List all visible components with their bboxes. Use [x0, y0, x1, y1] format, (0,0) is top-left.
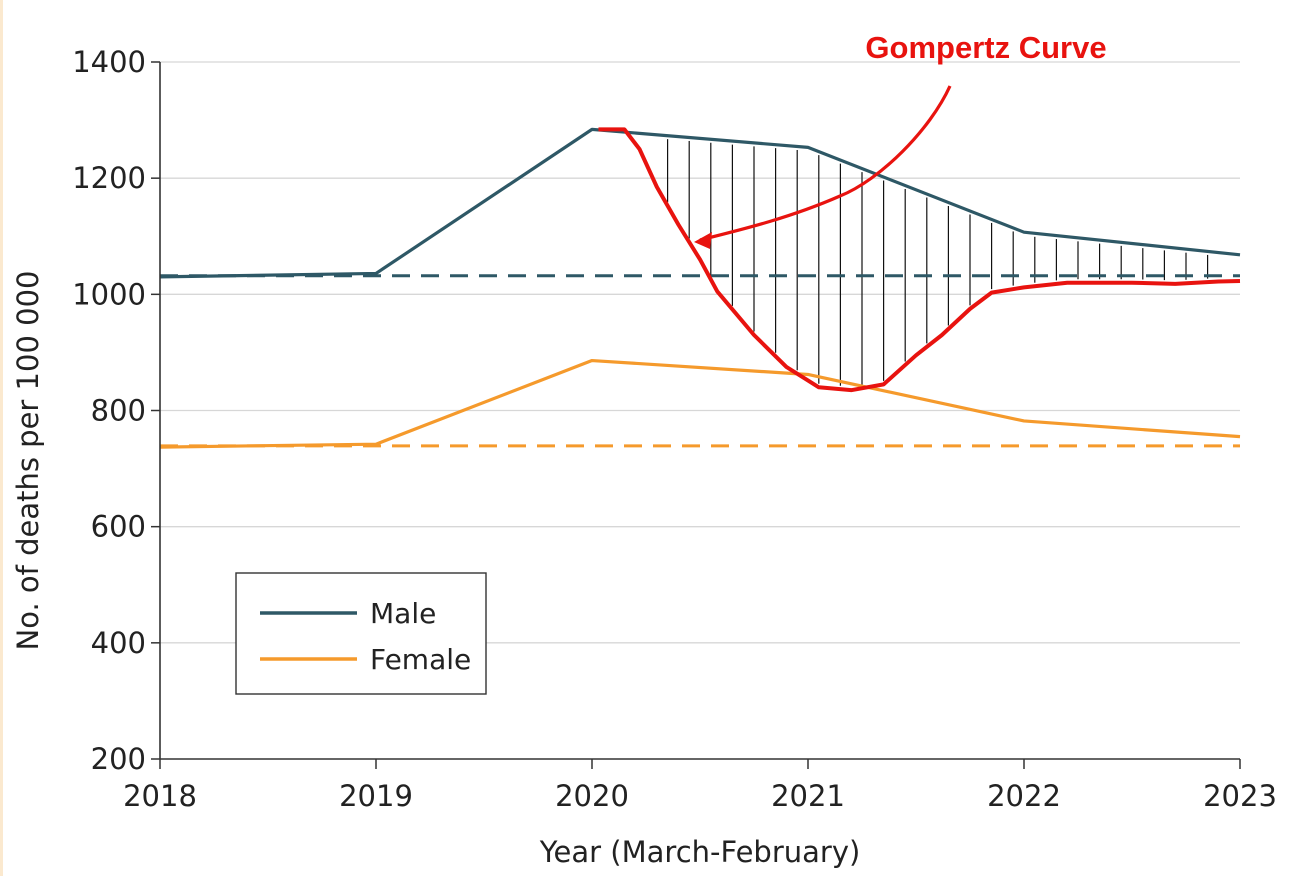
hatch-fill	[666, 139, 1209, 386]
y-tick-label: 800	[91, 394, 146, 428]
y-tick-label: 1000	[72, 277, 146, 311]
annotation-arrowhead	[694, 232, 712, 249]
series-line-male	[159, 127, 1241, 279]
x-axis-title: Year (March-February)	[539, 835, 861, 869]
gompertz-curve-line	[598, 127, 1241, 393]
overlay-curve-layer: Gompertz Curve	[598, 30, 1241, 393]
y-tick-label: 400	[91, 626, 146, 660]
y-axis-title: No. of deaths per 100 000	[11, 271, 45, 651]
x-tick-label: 2019	[339, 779, 413, 813]
x-tick-label: 2020	[555, 779, 629, 813]
legend: Male Female	[235, 572, 487, 695]
reference-lines	[160, 274, 1240, 448]
legend-label-female: Female	[370, 643, 471, 676]
x-tick-label: 2021	[771, 779, 845, 813]
left-edge-strip	[0, 0, 3, 876]
series-lines	[159, 127, 1241, 449]
legend-box	[235, 572, 487, 695]
annotation-label: Gompertz Curve	[865, 30, 1106, 65]
x-tick-label: 2023	[1203, 779, 1277, 813]
x-tick-label: 2022	[987, 779, 1061, 813]
y-tick-label: 1400	[72, 45, 146, 79]
y-tick-label: 1200	[72, 161, 146, 195]
legend-label-male: Male	[370, 597, 436, 630]
x-tick-label: 2018	[123, 779, 197, 813]
series-line-female	[159, 358, 1241, 449]
axes	[151, 61, 1241, 769]
labels: 200 400 600 800 1000 1200 1400 2018 2019 2020 2021…	[11, 45, 1277, 869]
y-tick-label: 200	[91, 742, 146, 776]
gridlines	[160, 61, 1240, 644]
annotation-arrow	[699, 85, 952, 242]
y-tick-label: 600	[91, 510, 146, 544]
